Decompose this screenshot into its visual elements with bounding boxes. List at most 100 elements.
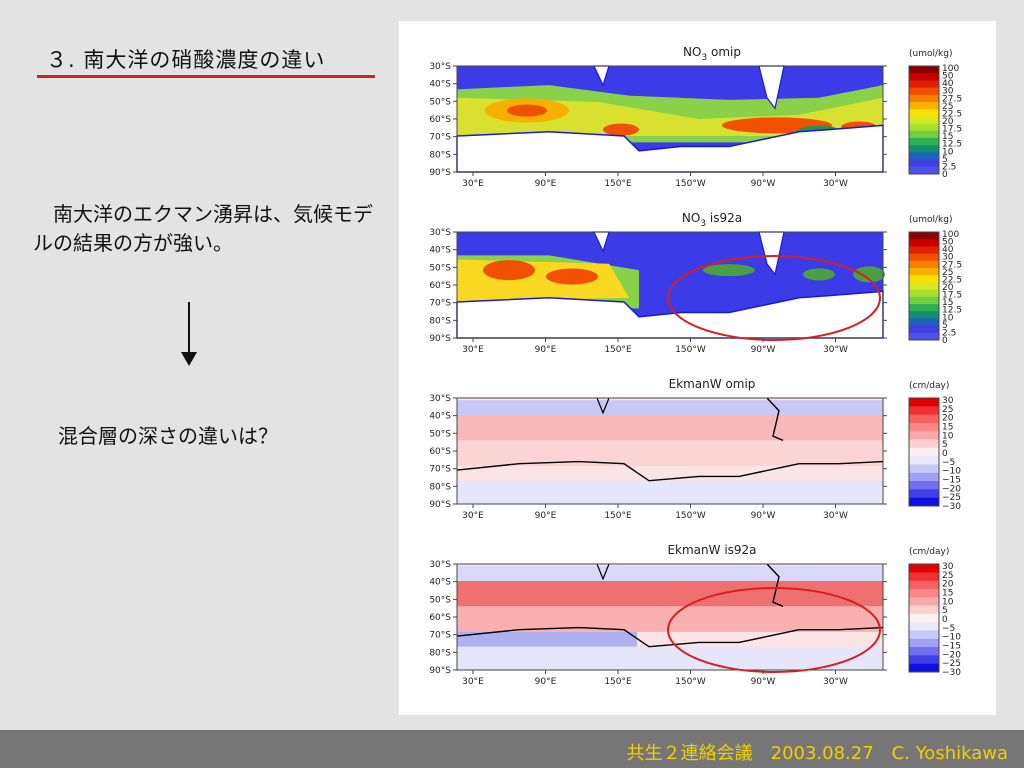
colorbar-swatch xyxy=(909,398,939,407)
colorbar-label: 40 xyxy=(942,79,954,89)
y-tick-label: 80°S xyxy=(429,482,451,492)
colorbar-swatch xyxy=(909,439,939,449)
colorbar-label: 0 xyxy=(942,449,948,459)
colorbar-swatch xyxy=(909,116,939,125)
colorbar-label: 10 xyxy=(942,597,954,607)
x-tick-label: 30°E xyxy=(462,179,484,189)
map-figure: NO3 omip30°S40°S50°S60°S70°S80°S90°S30°E… xyxy=(429,45,962,687)
ekman-blue-band xyxy=(457,566,883,581)
colorbar-swatch xyxy=(909,464,939,474)
ekman-blue-band xyxy=(457,400,883,415)
panel-title-tail: omip xyxy=(707,45,741,59)
ekman-polar-band xyxy=(457,480,883,504)
x-tick-label: 30°W xyxy=(823,179,848,189)
figure-panel: NO3 omip 30°S 40°S 50°S 60°S 70°S 80°S 90°S 30°E… xyxy=(399,21,996,715)
colorbar-swatch xyxy=(909,406,939,416)
panel-title-subscript: 3 xyxy=(700,219,706,229)
colorbar-swatch xyxy=(909,73,939,81)
no3-yellow-band xyxy=(457,259,629,302)
colorbar-swatch xyxy=(909,580,939,590)
colorbar-frame xyxy=(908,231,940,341)
colorbar-label: 22.5 xyxy=(942,275,962,285)
colorbar-label: 25 xyxy=(942,405,953,415)
x-tick-label: 30°W xyxy=(823,677,848,687)
map-panel-1: NO3 omip 30°S 40°S 50°S 60°S 70°S 80°S 90°S 30°E… xyxy=(429,45,962,189)
colorbar-label: 17.5 xyxy=(942,125,962,135)
colorbar-label: 15 xyxy=(942,298,953,308)
x-tick-label: 150°W xyxy=(675,345,706,355)
colorbar-swatch xyxy=(909,655,939,665)
colorbar-swatch xyxy=(909,232,939,240)
panel-title: NO3 is92a xyxy=(682,211,742,229)
colorbar-swatch xyxy=(909,588,939,598)
colorbar-label: 12.5 xyxy=(942,140,962,150)
y-tick-label: 90°S xyxy=(429,500,451,510)
colorbar-label: 0 xyxy=(942,336,948,346)
colorbar-swatch xyxy=(909,318,939,327)
colorbar-swatch xyxy=(909,332,939,341)
colorbar-frame xyxy=(908,397,940,507)
colorbar-label: −25 xyxy=(942,659,961,669)
y-tick-label: 60°S xyxy=(429,115,451,125)
y-tick-label: 30°S xyxy=(429,560,451,570)
colorbar-swatch xyxy=(909,422,939,432)
y-tick-label: 70°S xyxy=(429,465,451,475)
ekman-red-band xyxy=(457,580,883,607)
colorbar-swatch xyxy=(909,605,939,615)
colorbar-swatch xyxy=(909,447,939,457)
ekman-statement: 南大洋のエクマン湧昇は、気候モデルの結果の方が強い。 xyxy=(33,202,373,255)
y-tick-label: 90°S xyxy=(429,666,451,676)
y-tick-label: 60°S xyxy=(429,613,451,623)
colorbar-label: 100 xyxy=(942,230,959,240)
colorbar-label: 5 xyxy=(942,440,948,450)
colorbar-label: 30 xyxy=(942,562,954,572)
x-tick-label: 150°W xyxy=(675,179,706,189)
colorbar-swatch xyxy=(909,489,939,499)
no3-red-patch xyxy=(603,123,639,136)
panel-title-main: NO xyxy=(683,45,701,59)
colorbar-label: 10 xyxy=(942,313,954,323)
colorbar-label: 30 xyxy=(942,396,954,406)
colorbar-label: −10 xyxy=(942,633,961,643)
y-tick-label: 40°S xyxy=(429,578,451,588)
x-tick-label: 150°E xyxy=(604,179,632,189)
colorbar-swatch xyxy=(909,87,939,96)
no3-red-patch xyxy=(507,104,547,117)
colorbar-label: 0 xyxy=(942,615,948,625)
colorbar-swatch xyxy=(909,138,939,146)
colorbar-swatch xyxy=(909,431,939,441)
y-tick-label: 60°S xyxy=(429,447,451,457)
map-panel-2: NO3 is92a 30°S 40°S 50°S 60°S 70°S 80°S 90°S 30°… xyxy=(429,211,962,355)
x-tick-label: 150°E xyxy=(604,511,632,521)
colorbar-label: −15 xyxy=(942,476,961,486)
colorbar-swatch xyxy=(909,152,939,161)
y-tick-label: 30°S xyxy=(429,228,451,238)
x-tick-label: 30°E xyxy=(462,677,484,687)
panel-title: EkmanW omip xyxy=(669,377,756,391)
colorbar-label: −20 xyxy=(942,484,961,494)
ekman-red-band xyxy=(457,414,883,441)
colorbar-label: 27.5 xyxy=(942,94,962,104)
panel-title: NO3 omip xyxy=(683,45,741,63)
x-tick-label: 90°E xyxy=(535,677,557,687)
x-tick-label: 150°W xyxy=(675,511,706,521)
highlight-ellipse xyxy=(667,255,881,341)
colorbar-label: −10 xyxy=(942,467,961,477)
y-tick-label: 90°S xyxy=(429,168,451,178)
y-tick-label: 50°S xyxy=(429,595,451,605)
x-tick-label: 30°E xyxy=(462,511,484,521)
panel-title-subscript: 3 xyxy=(701,53,707,63)
colorbar-label: 30 xyxy=(942,253,954,263)
colorbar-swatch xyxy=(909,166,939,175)
colorbar-swatch xyxy=(909,109,939,117)
ekman-pink-band xyxy=(457,440,883,466)
colorbar-label: 25 xyxy=(942,571,953,581)
ekman-polar-band xyxy=(457,646,883,670)
colorbar-swatch xyxy=(909,159,939,168)
colorbar-label: 15 xyxy=(942,423,953,433)
colorbar-label: 20 xyxy=(942,580,954,590)
x-tick-label: 150°W xyxy=(675,677,706,687)
colorbar-label: 2.5 xyxy=(942,328,956,338)
y-tick-label: 30°S xyxy=(429,394,451,404)
colorbar-swatch xyxy=(909,289,939,298)
